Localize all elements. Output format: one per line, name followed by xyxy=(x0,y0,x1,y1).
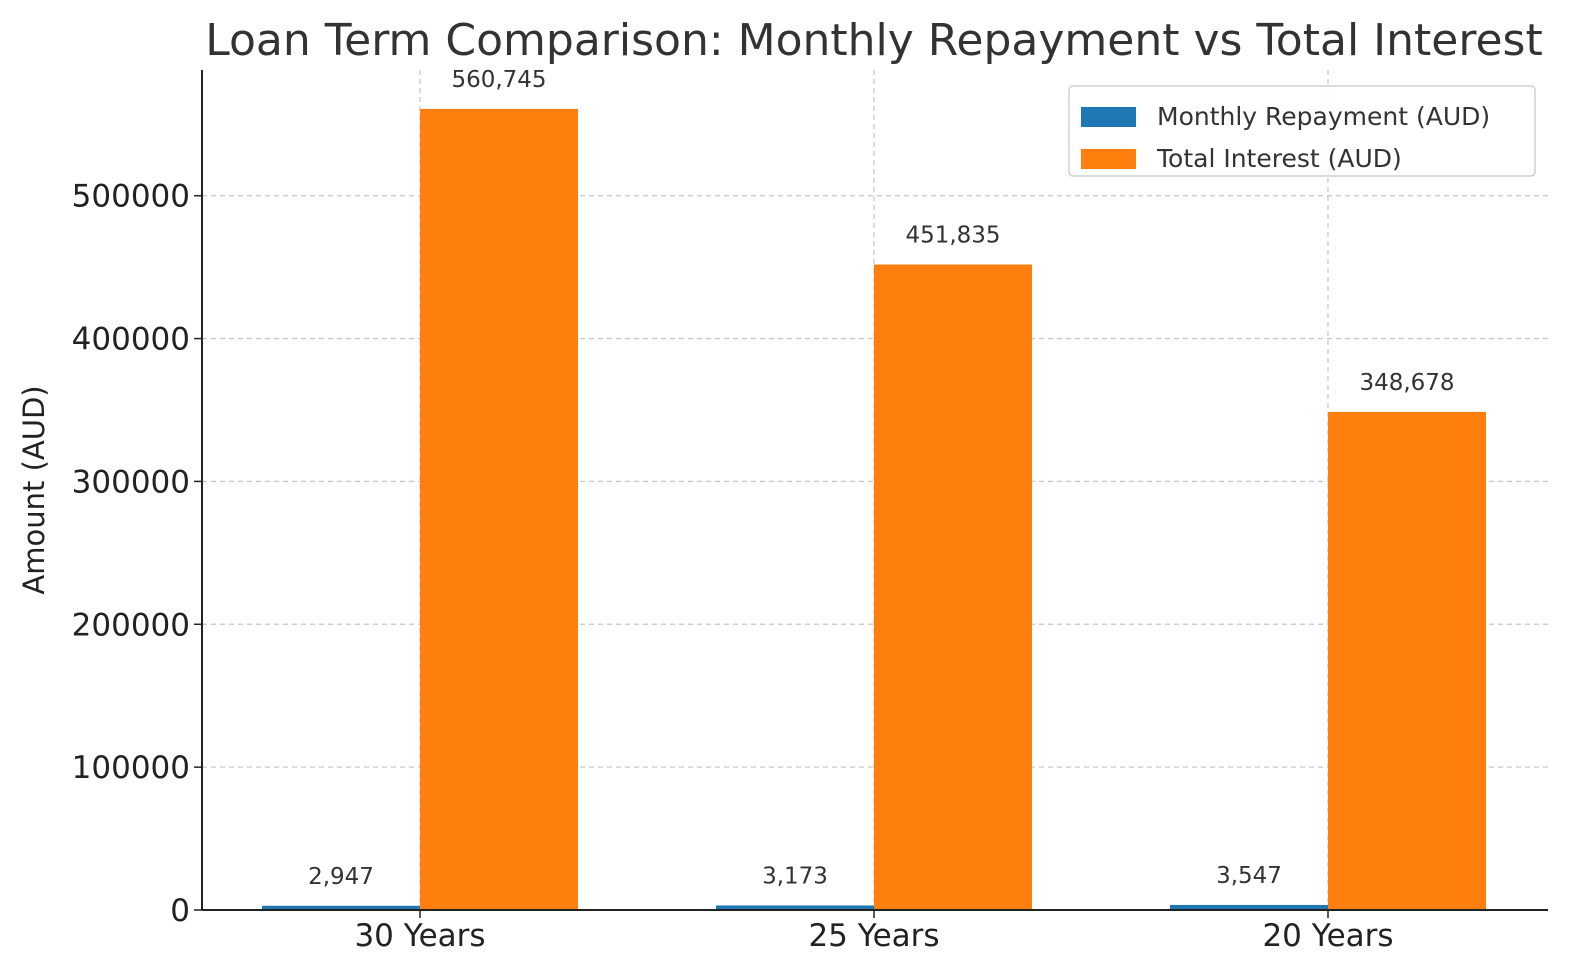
y-tick-label: 200000 xyxy=(72,607,190,643)
total-interest-value-label: 451,835 xyxy=(905,223,1000,249)
y-tick-label: 400000 xyxy=(72,322,190,358)
monthly-repayment-value-label: 2,947 xyxy=(308,864,374,890)
legend-entry-label: Total Interest (AUD) xyxy=(1156,144,1402,173)
x-tick-label: 20 Years xyxy=(1262,918,1393,954)
monthly-repayment-bar xyxy=(1170,904,1328,910)
y-tick-label: 500000 xyxy=(72,179,190,215)
bars xyxy=(262,108,1486,910)
legend-box xyxy=(1068,85,1536,177)
x-tick-label: 25 Years xyxy=(808,918,939,954)
legend-entry-label: Monthly Repayment (AUD) xyxy=(1157,102,1490,131)
tick-labels: 0 100000 200000 300000 400000 500000 30 Years 2… xyxy=(72,179,1394,954)
total-interest-bar xyxy=(420,108,578,910)
monthly-repayment-bar xyxy=(716,905,874,910)
x-tick-label: 30 Years xyxy=(354,918,485,954)
y-tick-label: 100000 xyxy=(72,750,190,786)
data-labels: 2,947 3,173 3,547 560,745 451,835 348,678 xyxy=(308,67,1454,890)
total-interest-value-label: 560,745 xyxy=(451,67,546,93)
legend-swatch xyxy=(1081,149,1136,169)
total-interest-value-label: 348,678 xyxy=(1359,370,1454,396)
total-interest-bar xyxy=(1328,411,1486,910)
legend-swatch xyxy=(1081,107,1136,127)
legend: Monthly Repayment (AUD) Total Interest (A… xyxy=(1068,85,1536,177)
y-tick-label: 300000 xyxy=(72,464,190,500)
axes xyxy=(194,70,1548,918)
monthly-repayment-bar xyxy=(262,905,420,910)
chart-title: Loan Term Comparison: Monthly Repayment … xyxy=(205,15,1542,66)
y-axis-label: Amount (AUD) xyxy=(17,385,51,594)
total-interest-bar xyxy=(874,264,1032,910)
y-tick-label: 0 xyxy=(170,893,190,929)
monthly-repayment-value-label: 3,173 xyxy=(762,863,828,889)
monthly-repayment-value-label: 3,547 xyxy=(1216,863,1282,889)
